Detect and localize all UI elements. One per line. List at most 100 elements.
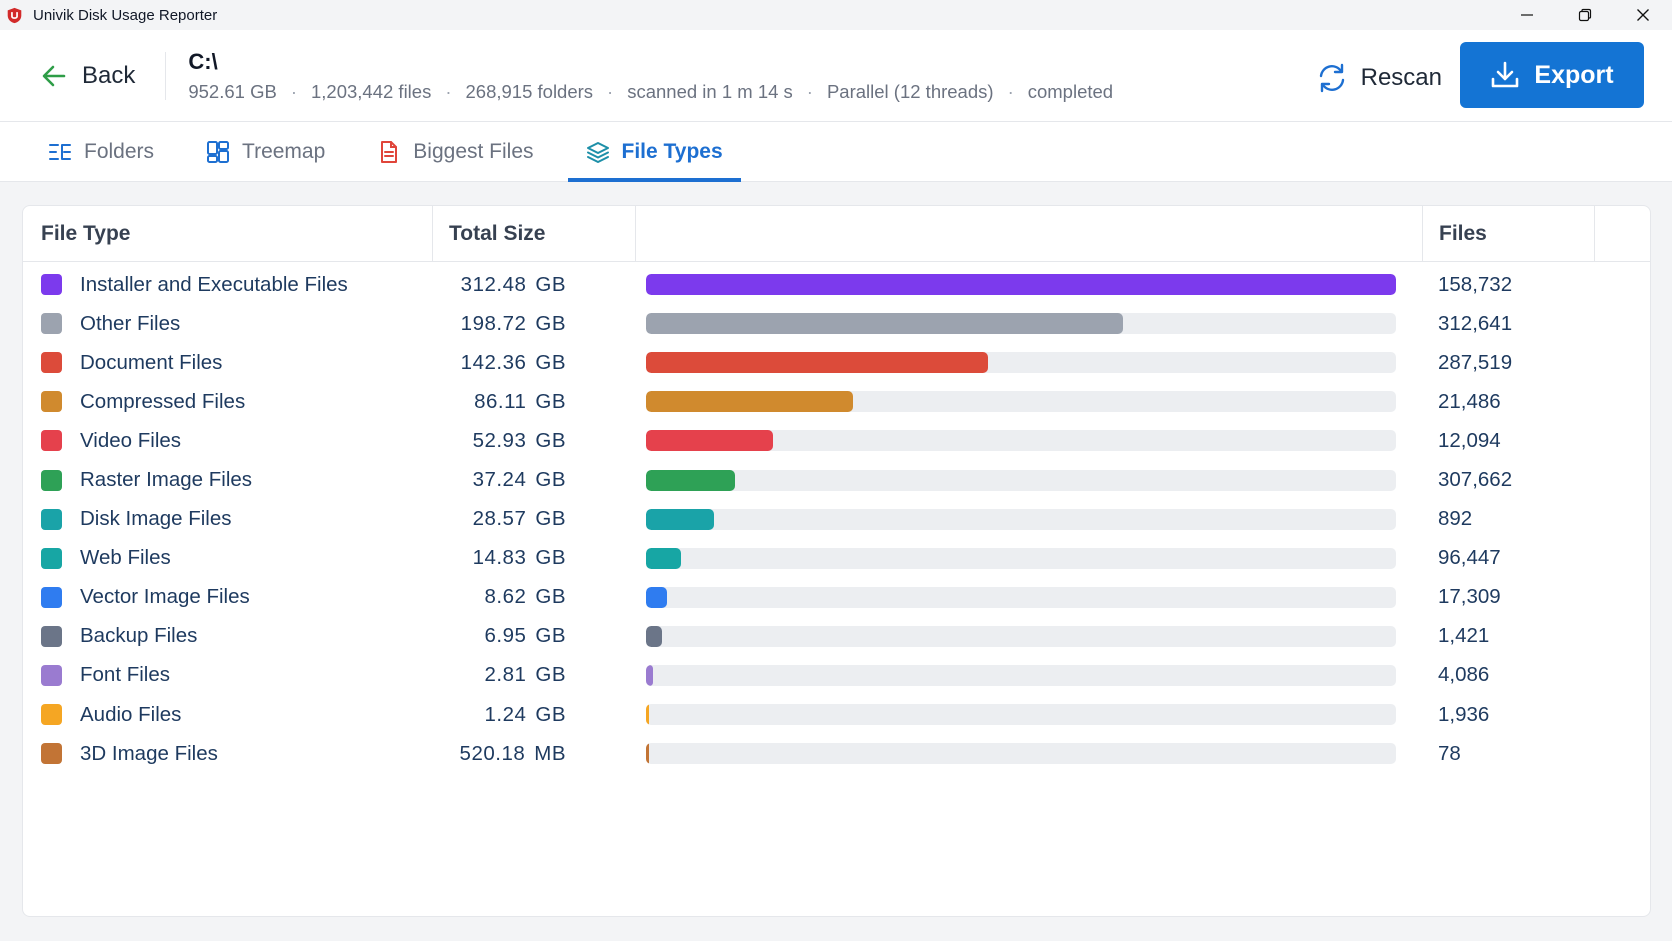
export-button[interactable]: Export bbox=[1460, 42, 1644, 108]
size-unit: GB bbox=[535, 389, 566, 413]
total-size-cell: 142.36 GB bbox=[433, 351, 636, 375]
table-row[interactable]: Font Files 2.81 GB 4,086 bbox=[23, 656, 1650, 695]
size-value: 312.48 bbox=[460, 272, 527, 296]
file-type-label: Vector Image Files bbox=[80, 585, 250, 609]
document-icon bbox=[381, 140, 398, 163]
table-body: Installer and Executable Files 312.48 GB 15… bbox=[23, 262, 1650, 773]
file-type-cell: Video Files bbox=[23, 429, 433, 453]
layers-icon bbox=[586, 141, 609, 163]
share-bar-fill bbox=[646, 274, 1396, 296]
share-bar-track bbox=[646, 391, 1396, 413]
export-label: Export bbox=[1534, 60, 1614, 89]
column-header-files[interactable]: Files bbox=[1423, 206, 1595, 261]
total-size-cell: 520.18 MB bbox=[433, 742, 636, 766]
column-header-bar[interactable] bbox=[636, 206, 1423, 261]
restore-icon bbox=[1578, 8, 1592, 22]
table-row[interactable]: Other Files 198.72 GB 312,641 bbox=[23, 304, 1650, 343]
divider bbox=[165, 51, 167, 100]
arrow-left-icon bbox=[42, 65, 66, 86]
color-swatch bbox=[41, 704, 62, 726]
refresh-icon bbox=[1319, 63, 1344, 93]
tab-file-types[interactable]: File Types bbox=[567, 122, 741, 182]
minimize-icon bbox=[1521, 14, 1533, 16]
table-header: File Type Total Size Files bbox=[23, 206, 1650, 262]
column-header-total-size[interactable]: Total Size bbox=[433, 206, 636, 261]
share-bar-cell bbox=[636, 547, 1423, 569]
share-bar-track bbox=[646, 704, 1396, 726]
table-row[interactable]: Document Files 142.36 GB 287,519 bbox=[23, 343, 1650, 382]
total-size-cell: 312.48 GB bbox=[433, 273, 636, 297]
file-type-label: 3D Image Files bbox=[80, 741, 218, 765]
file-count-cell: 1,936 bbox=[1438, 702, 1490, 726]
share-bar-cell bbox=[636, 352, 1423, 374]
restore-button[interactable] bbox=[1556, 0, 1614, 30]
separator-dot: · bbox=[1007, 80, 1014, 102]
share-bar-fill bbox=[646, 547, 682, 569]
tab-treemap[interactable]: Treemap bbox=[188, 122, 343, 181]
scan-path: C:\ bbox=[188, 48, 218, 74]
table-row[interactable]: Installer and Executable Files 312.48 GB 15… bbox=[23, 265, 1650, 304]
size-unit: GB bbox=[535, 702, 566, 726]
color-swatch bbox=[41, 743, 62, 765]
separator-dot: · bbox=[445, 80, 452, 102]
file-type-label: Video Files bbox=[80, 428, 182, 452]
rescan-button[interactable]: Rescan bbox=[1315, 54, 1442, 102]
size-unit: GB bbox=[535, 350, 566, 374]
table-row[interactable]: Compressed Files 86.11 GB 21,486 bbox=[23, 382, 1650, 421]
share-bar-fill bbox=[646, 704, 649, 726]
file-type-cell: Other Files bbox=[23, 312, 433, 336]
file-type-cell: Installer and Executable Files bbox=[23, 273, 433, 297]
file-type-cell: Audio Files bbox=[23, 703, 433, 727]
color-swatch bbox=[41, 664, 62, 686]
back-button[interactable]: Back bbox=[40, 46, 135, 106]
size-value: 37.24 bbox=[472, 468, 527, 492]
file-type-label: Raster Image Files bbox=[80, 468, 253, 492]
size-value: 520.18 bbox=[459, 741, 526, 765]
color-swatch bbox=[41, 313, 62, 335]
header: Back C:\ 952.61 GB · 1,203,442 files · 2… bbox=[0, 30, 1672, 122]
size-unit: GB bbox=[535, 468, 566, 492]
share-bar-cell bbox=[636, 586, 1423, 608]
color-swatch bbox=[41, 625, 62, 647]
table-row[interactable]: Audio Files 1.24 GB 1,936 bbox=[23, 695, 1650, 734]
column-header-file-type[interactable]: File Type bbox=[23, 206, 433, 261]
size-unit: MB bbox=[534, 741, 566, 765]
scan-summary: C:\ 952.61 GB · 1,203,442 files · 268,91… bbox=[188, 49, 1113, 103]
total-size-cell: 14.83 GB bbox=[433, 546, 636, 570]
file-type-cell: 3D Image Files bbox=[23, 742, 433, 766]
file-type-cell: Compressed Files bbox=[23, 390, 433, 414]
table-row[interactable]: Disk Image Files 28.57 GB 892 bbox=[23, 500, 1650, 539]
file-type-label: Document Files bbox=[80, 350, 223, 374]
size-value: 28.57 bbox=[472, 507, 527, 531]
file-type-cell: Document Files bbox=[23, 351, 433, 375]
close-button[interactable] bbox=[1614, 0, 1672, 30]
minimize-button[interactable] bbox=[1498, 0, 1556, 30]
table-row[interactable]: Web Files 14.83 GB 96,447 bbox=[23, 539, 1650, 578]
file-types-table: File Type Total Size Files Installer and… bbox=[22, 205, 1651, 917]
stat-files: 1,203,442 files bbox=[310, 80, 432, 102]
tab-folders[interactable]: Folders bbox=[30, 122, 172, 181]
tab-label: Folders bbox=[84, 139, 155, 163]
size-value: 14.83 bbox=[472, 546, 527, 570]
tab-biggest-files[interactable]: Biggest Files bbox=[359, 122, 551, 181]
title-bar: Univik Disk Usage Reporter bbox=[0, 0, 1672, 30]
size-value: 142.36 bbox=[460, 350, 527, 374]
rescan-label: Rescan bbox=[1360, 64, 1442, 91]
share-bar-fill bbox=[646, 391, 853, 413]
table-row[interactable]: Video Files 52.93 GB 12,094 bbox=[23, 421, 1650, 460]
file-type-label: Disk Image Files bbox=[80, 507, 232, 531]
size-value: 1.24 bbox=[484, 702, 527, 726]
total-size-cell: 6.95 GB bbox=[433, 624, 636, 648]
table-row[interactable]: Raster Image Files 37.24 GB 307,662 bbox=[23, 460, 1650, 499]
table-row[interactable]: Backup Files 6.95 GB 1,421 bbox=[23, 617, 1650, 656]
share-bar-cell bbox=[636, 469, 1423, 491]
file-type-cell: Vector Image Files bbox=[23, 585, 433, 609]
share-bar-cell bbox=[636, 430, 1423, 452]
back-label: Back bbox=[82, 61, 136, 89]
size-unit: GB bbox=[535, 546, 566, 570]
table-row[interactable]: 3D Image Files 520.18 MB 78 bbox=[23, 734, 1650, 773]
close-icon bbox=[1637, 9, 1649, 21]
file-count-cell: 312,641 bbox=[1438, 311, 1513, 335]
file-type-label: Installer and Executable Files bbox=[80, 272, 348, 296]
table-row[interactable]: Vector Image Files 8.62 GB 17,309 bbox=[23, 578, 1650, 617]
